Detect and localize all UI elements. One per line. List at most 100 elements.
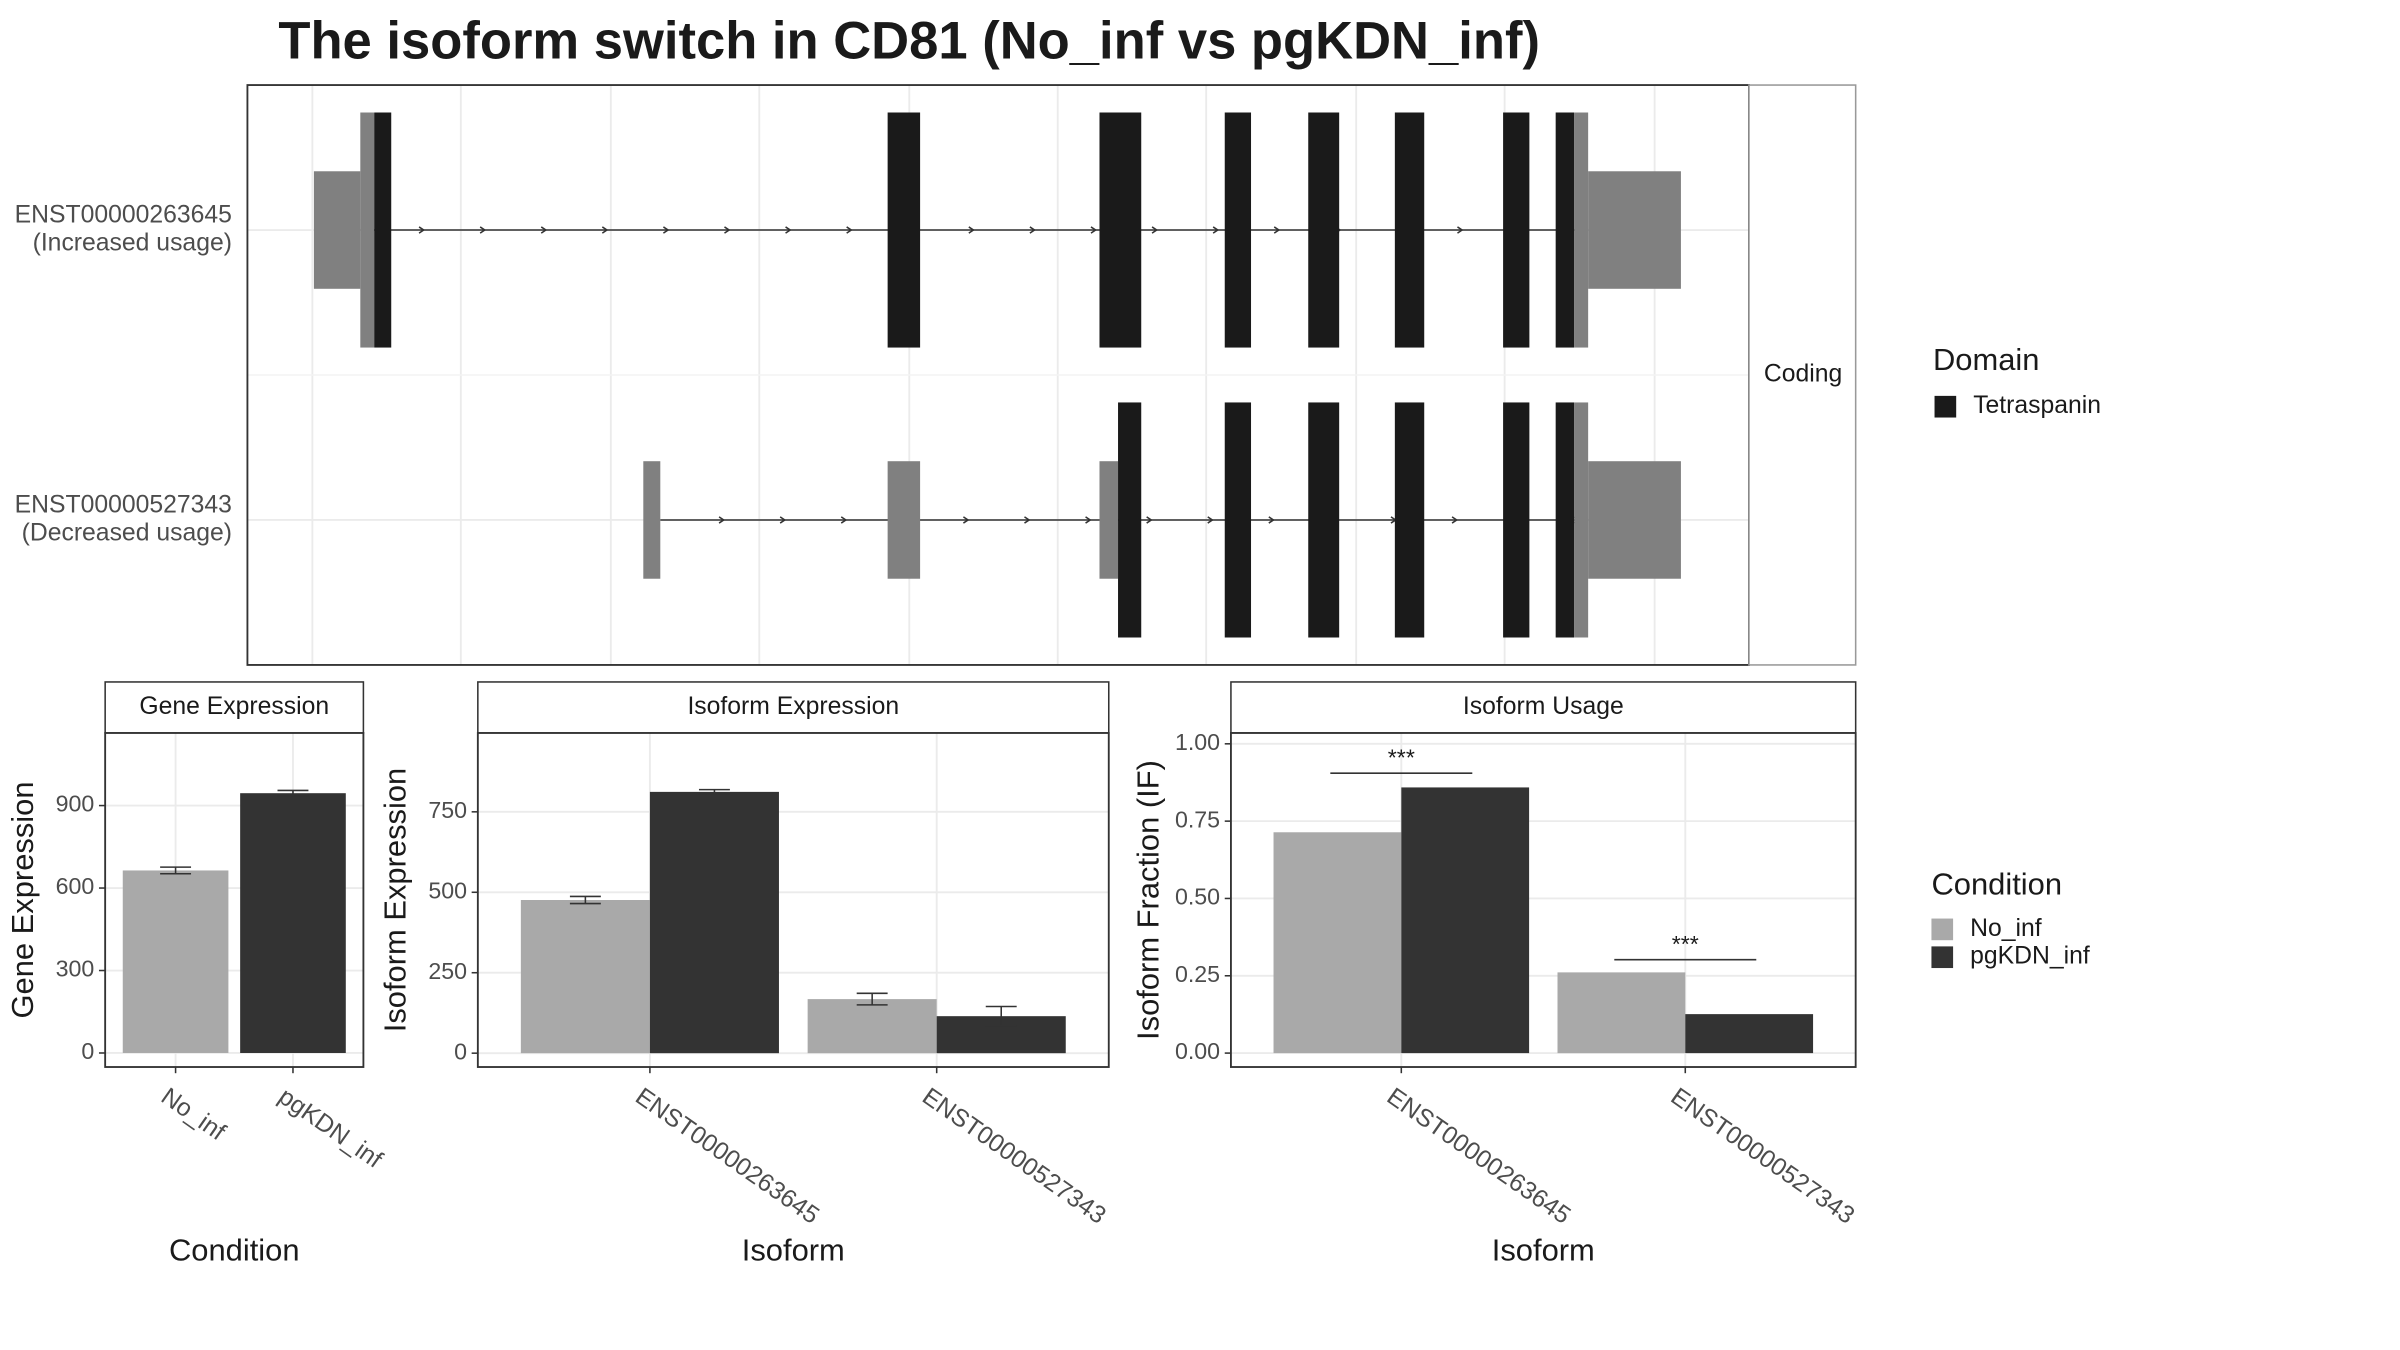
intron-arrow: [1212, 226, 1220, 234]
intron-arrow: [724, 226, 731, 234]
facet-strip: [1230, 681, 1857, 734]
figure-title: The isoform switch in CD81 (No_inf vs pg…: [278, 12, 1540, 71]
error-bar-path: [985, 1005, 1017, 1027]
legend-swatch: [1931, 918, 1954, 941]
y-tick-label: 900: [56, 791, 95, 817]
error-bar-path: [160, 866, 192, 875]
exon: [1308, 112, 1340, 348]
x-axis-title: Condition: [169, 1233, 300, 1268]
y-tick-label: 750: [428, 797, 467, 823]
y-tick-label: 0.00: [1175, 1038, 1220, 1064]
exon: [1118, 402, 1142, 638]
intron-arrow: [479, 226, 487, 234]
error-bar-path: [856, 992, 888, 1006]
error-bar-path: [277, 789, 309, 797]
bar: [1273, 832, 1402, 1054]
intron-arrow: [1207, 516, 1214, 524]
error-bar: [698, 788, 730, 795]
transcript-note: (Decreased usage): [22, 519, 232, 546]
intron-arrow: [662, 226, 670, 234]
y-tick-label: 0: [81, 1038, 94, 1064]
bar: [1401, 787, 1530, 1054]
bar: [240, 793, 346, 1053]
error-bar-path: [698, 788, 730, 795]
intron-arrow: [1457, 226, 1464, 234]
error-bar: [985, 1005, 1017, 1027]
error-bar-path: [569, 895, 601, 905]
y-tick-label: 500: [428, 877, 467, 903]
y-axis-title: Isoform Expression: [378, 768, 413, 1033]
exon: [643, 461, 661, 579]
legend-swatch: [1934, 395, 1957, 418]
exon: [887, 461, 921, 579]
y-tick-label: 0.75: [1175, 806, 1220, 832]
intron-arrow: [1451, 516, 1459, 524]
intron-arrow: [1090, 226, 1098, 234]
exon: [1555, 402, 1575, 638]
error-bar: [856, 992, 888, 1006]
exon: [1224, 112, 1252, 348]
exon: [1099, 461, 1119, 579]
legend-label: pgKDN_inf: [1970, 943, 2090, 970]
exon: [1574, 112, 1589, 348]
intron-arrow: [601, 226, 609, 234]
intron-arrow: [1085, 516, 1092, 524]
panel-border: [104, 732, 365, 1068]
exon: [1503, 402, 1530, 638]
exon: [1588, 461, 1681, 579]
intron-arrow: [779, 516, 787, 524]
x-axis-title: Isoform: [742, 1233, 845, 1268]
facet-label: Gene Expression: [139, 693, 329, 720]
panel-border: [1230, 732, 1857, 1068]
error-bar: [569, 895, 601, 905]
bar: [122, 870, 229, 1053]
facet-strip: [1748, 84, 1857, 666]
intron-arrow: [540, 226, 548, 234]
y-tick-label: 0: [454, 1038, 467, 1064]
exon: [1099, 112, 1142, 348]
legend-label: Tetraspanin: [1973, 392, 2101, 419]
exon: [1588, 171, 1681, 289]
intron-arrow: [785, 226, 792, 234]
exon: [1555, 112, 1575, 348]
significance-label: ***: [1388, 744, 1415, 770]
exon: [360, 112, 375, 348]
exon: [313, 171, 361, 289]
transcript-note: (Increased usage): [33, 229, 232, 256]
legend-title: Domain: [1933, 342, 2039, 377]
transcript-label: ENST00000263645: [15, 202, 232, 229]
facet-label: Isoform Usage: [1463, 693, 1624, 720]
intron-arrow: [1151, 226, 1159, 234]
significance-label: ***: [1672, 931, 1699, 957]
exon: [887, 112, 921, 348]
y-tick-label: 1.00: [1175, 729, 1220, 755]
facet-label: Coding: [1764, 361, 1842, 388]
exon: [1574, 402, 1589, 638]
y-tick-label: 0.25: [1175, 961, 1220, 987]
facet-label: Isoform Expression: [687, 693, 899, 720]
y-axis-title: Isoform Fraction (IF): [1131, 760, 1166, 1040]
y-tick-label: 300: [56, 956, 95, 982]
intron-arrow: [1029, 226, 1036, 234]
exon: [1308, 402, 1340, 638]
exon: [1503, 112, 1530, 348]
facet-strip: [477, 681, 1110, 734]
intron-arrow: [846, 226, 853, 234]
legend-label: No_inf: [1970, 915, 2042, 942]
intron-arrow: [1146, 516, 1153, 524]
intron-arrow: [1268, 516, 1275, 524]
bar: [1685, 1014, 1814, 1054]
intron-arrow: [1273, 226, 1281, 234]
intron-arrow: [962, 516, 970, 524]
transcript-label: ENST00000527343: [15, 492, 232, 519]
intron-arrow: [968, 226, 975, 234]
x-axis-title: Isoform: [1492, 1233, 1595, 1268]
exon: [1394, 402, 1425, 638]
y-axis-title: Gene Expression: [5, 781, 40, 1018]
bar: [520, 900, 650, 1054]
bar: [807, 999, 937, 1054]
intron-arrow: [840, 516, 848, 524]
error-bar: [277, 789, 309, 797]
intron-arrow: [1024, 516, 1031, 524]
